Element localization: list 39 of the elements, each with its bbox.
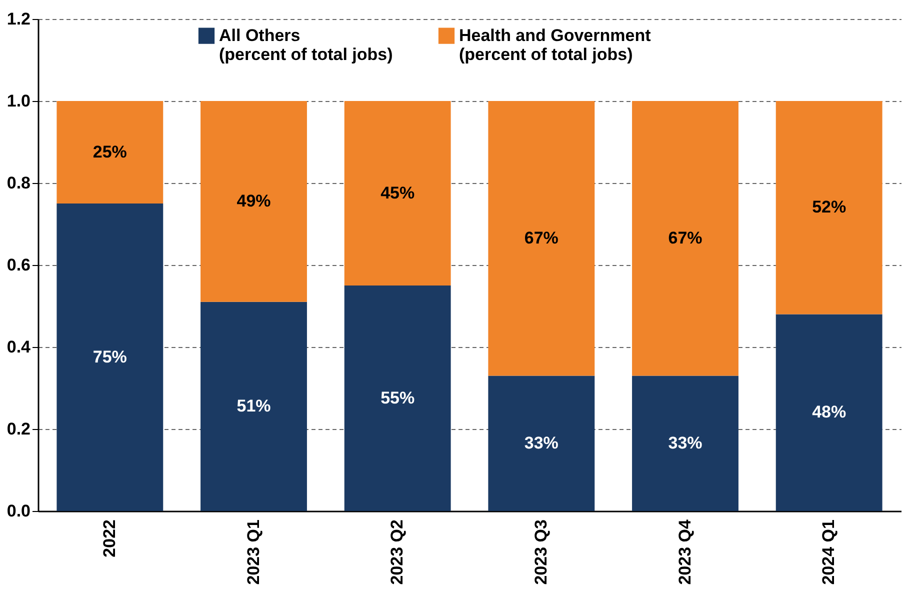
legend-label: All Others (percent of total jobs) — [219, 26, 393, 64]
bar — [776, 314, 882, 511]
y-tick-label: 1.0 — [6, 92, 30, 110]
bar — [344, 286, 451, 511]
bar — [632, 101, 738, 376]
bar — [200, 101, 307, 302]
data-label: 75% — [92, 347, 127, 366]
bar — [488, 101, 595, 376]
data-label: 67% — [668, 228, 702, 248]
x-tick-label: 2023 Q1 — [244, 520, 263, 585]
y-tick-label: 0.6 — [6, 256, 30, 274]
data-label: 51% — [236, 396, 271, 416]
x-tick-label: 2023 Q4 — [675, 518, 694, 585]
data-label: 67% — [524, 228, 558, 248]
y-tick-label: 0.0 — [6, 502, 30, 520]
data-label: 45% — [380, 183, 415, 202]
data-label: 48% — [812, 402, 846, 422]
bar — [632, 376, 738, 511]
x-tick-label: 2023 Q3 — [531, 520, 550, 585]
y-tick-label: 1.2 — [6, 10, 30, 28]
bar — [776, 101, 882, 314]
x-tick-label: 2022 — [100, 520, 119, 558]
data-label: 49% — [236, 191, 271, 210]
y-tick-label: 0.8 — [6, 174, 30, 192]
y-tick-label: 0.4 — [6, 338, 32, 356]
data-label: 25% — [92, 142, 127, 162]
bar — [56, 101, 164, 204]
legend-label: Health and Government (percent of total jobs) — [459, 26, 652, 64]
bar — [200, 302, 307, 511]
bar — [488, 376, 595, 511]
x-tick-label: 2024 Q1 — [819, 520, 838, 585]
data-label: 55% — [380, 388, 415, 408]
bar — [56, 204, 164, 511]
bar — [344, 101, 451, 286]
y-tick-label: 0.2 — [6, 420, 30, 438]
data-label: 33% — [668, 433, 702, 452]
x-tick-label: 2023 Q2 — [388, 520, 407, 585]
data-label: 52% — [812, 198, 846, 217]
data-label: 33% — [524, 433, 558, 452]
